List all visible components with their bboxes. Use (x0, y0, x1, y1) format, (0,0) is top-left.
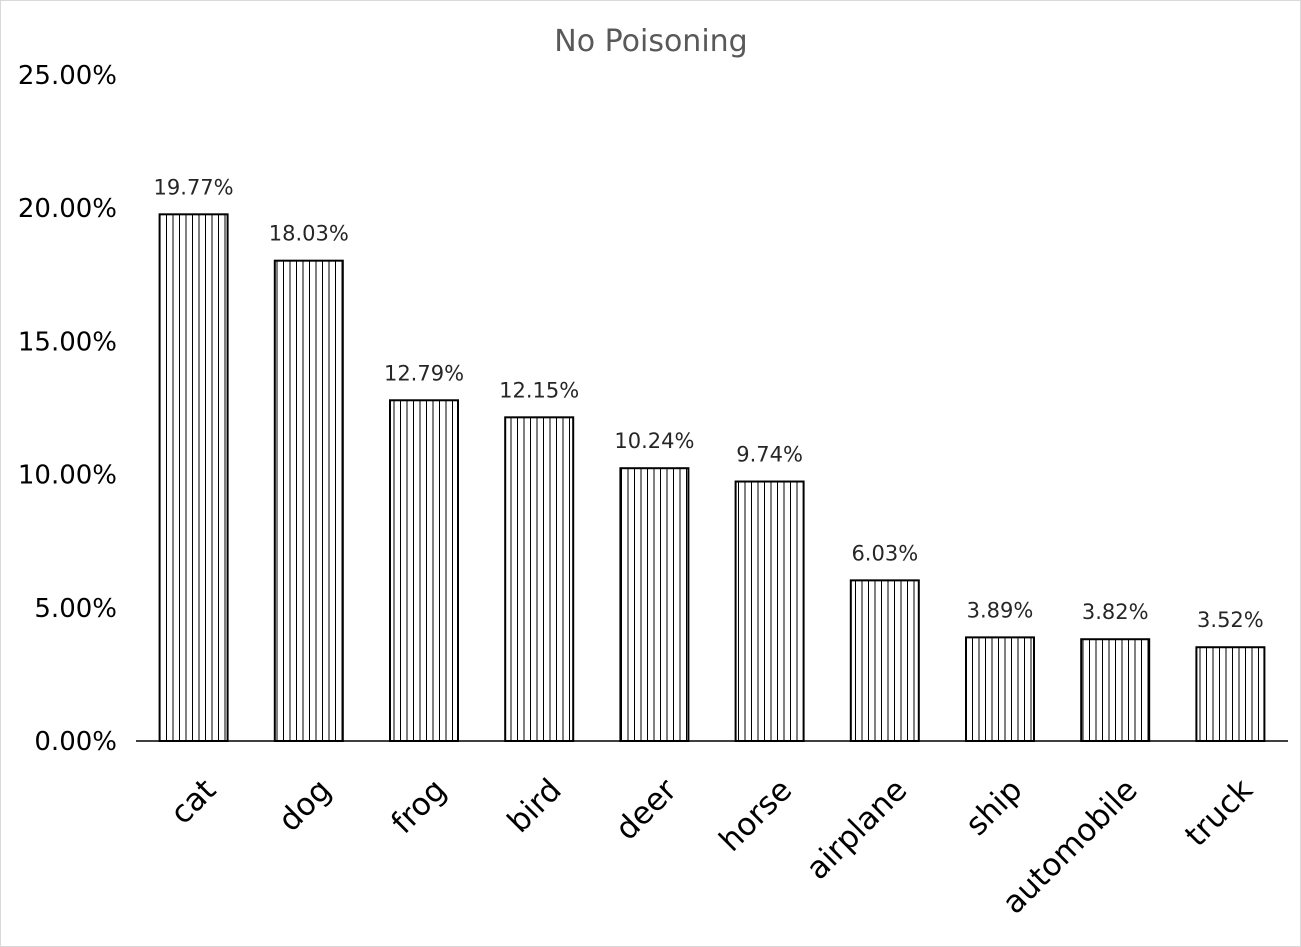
x-tick-label-ship: ship (959, 772, 1030, 843)
bar-automobile (1080, 638, 1151, 743)
data-labels: 19.77% 18.03% 12.79% 12.15% 10.24% 9.74% 6.03%… (154, 175, 1264, 632)
bar-deer (619, 467, 690, 742)
bar-bird (504, 416, 575, 742)
data-label-frog: 12.79% (384, 361, 464, 385)
bar-airplane (849, 579, 920, 742)
x-tick-label-cat: cat (164, 772, 224, 832)
data-label-dog: 18.03% (269, 222, 349, 246)
data-label-deer: 10.24% (614, 429, 694, 453)
y-tick-label: 15.00% (18, 327, 117, 357)
bar-truck (1195, 646, 1266, 742)
x-tick-label-truck: truck (1178, 772, 1260, 854)
x-tick-label-deer: deer (609, 772, 685, 848)
x-tick-label-frog: frog (384, 772, 453, 841)
y-tick-label: 0.00% (34, 727, 117, 757)
x-tick-label-dog: dog (272, 772, 339, 839)
bar-cat (158, 213, 229, 742)
bars (158, 213, 1266, 743)
x-tick-label-bird: bird (501, 772, 569, 840)
y-tick-label: 5.00% (34, 594, 117, 624)
x-tick-label-airplane: airplane (799, 772, 914, 887)
data-label-automobile: 3.82% (1082, 600, 1149, 624)
bar-dog (273, 259, 344, 742)
x-tick-label-horse: horse (712, 772, 799, 859)
data-label-truck: 3.52% (1197, 608, 1264, 632)
x-axis-labels: cat dog frog bird deer horse airplane shipautom… (164, 772, 1260, 921)
data-label-bird: 12.15% (499, 378, 579, 402)
y-tick-label: 25.00% (18, 61, 117, 91)
bar-ship (965, 636, 1035, 743)
y-tick-label: 10.00% (18, 461, 117, 491)
bar-horse (734, 480, 805, 742)
y-axis-ticks: 0.00% 5.00% 10.00% 15.00% 20.00% 25.00% (18, 61, 117, 757)
data-label-ship: 3.89% (967, 598, 1034, 622)
chart-title: No Poisoning (554, 24, 747, 59)
data-label-cat: 19.77% (154, 175, 234, 199)
data-label-airplane: 6.03% (851, 541, 918, 565)
data-label-horse: 9.74% (736, 443, 803, 467)
y-tick-label: 20.00% (18, 194, 117, 224)
bar-frog (389, 399, 459, 742)
